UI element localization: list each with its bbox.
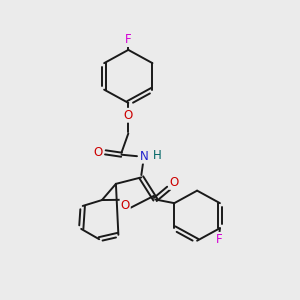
Text: N: N bbox=[140, 150, 148, 163]
Text: F: F bbox=[216, 233, 223, 246]
Text: F: F bbox=[125, 33, 132, 46]
Text: H: H bbox=[152, 149, 161, 162]
Text: O: O bbox=[169, 176, 178, 189]
Text: O: O bbox=[93, 146, 102, 159]
Text: O: O bbox=[124, 109, 133, 122]
Text: O: O bbox=[121, 199, 130, 212]
